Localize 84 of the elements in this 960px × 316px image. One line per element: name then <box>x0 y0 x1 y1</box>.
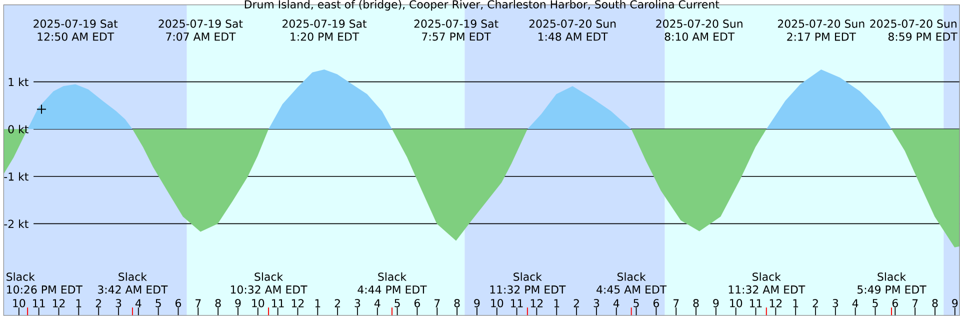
annotation: 1:20 PM EDT <box>290 32 360 41</box>
annotation: 4:45 AM EDT <box>596 286 667 294</box>
x-tick-label: 9 <box>474 299 480 308</box>
annotation: 2025-07-20 Sun <box>529 20 616 28</box>
y-tick-label: -2 kt <box>4 220 28 228</box>
x-tick-label: 2 <box>574 299 579 308</box>
annotation: 2025-07-20 Sun <box>870 20 956 28</box>
x-tick-label: 7 <box>196 299 201 308</box>
x-tick-label: 12 <box>770 299 782 308</box>
x-tick-label: 3 <box>594 299 600 308</box>
x-tick-label: 8 <box>932 299 938 308</box>
x-tick-label: 8 <box>454 299 460 308</box>
x-tick-label: 11 <box>511 299 523 308</box>
x-tick-label: 5 <box>394 299 400 308</box>
annotation: 10:26 PM EDT <box>7 285 82 294</box>
annotation: 7:57 PM EDT <box>422 32 491 41</box>
annotation: 2025-07-19 Sat <box>414 20 498 28</box>
x-tick-label: 11 <box>750 299 762 308</box>
x-tick-label: 3 <box>832 299 838 308</box>
x-tick-label: 1 <box>76 299 82 308</box>
x-tick-label: 12 <box>52 299 65 308</box>
x-tick-label: 8 <box>693 299 699 308</box>
x-tick-label: 6 <box>414 299 420 308</box>
x-tick-label: 6 <box>176 299 182 308</box>
x-tick-label: 1 <box>793 299 798 308</box>
annotation: 2025-07-19 Sat <box>158 20 243 28</box>
annotation: 2025-07-19 Sat <box>34 20 118 28</box>
x-tick-label: 7 <box>674 299 679 308</box>
x-tick-label: 6 <box>653 299 659 308</box>
x-tick-label: 4 <box>135 299 142 308</box>
annotation: Slack <box>254 272 284 281</box>
x-tick-label: 2 <box>334 299 340 308</box>
annotation: 11:32 AM EDT <box>728 285 806 294</box>
annotation: Slack <box>752 272 781 281</box>
annotation: 5:49 PM EDT <box>858 285 926 294</box>
x-tick-label: 3 <box>354 299 360 308</box>
x-tick-label: 9 <box>713 299 719 308</box>
x-tick-label: 10 <box>252 299 264 308</box>
annotation: 1:48 AM EDT <box>538 32 608 41</box>
x-tick-label: 12 <box>530 299 543 308</box>
annotation: Slack <box>378 272 407 281</box>
x-tick-label: 6 <box>892 299 898 308</box>
x-tick-label: 9 <box>235 299 241 308</box>
x-tick-label: 4 <box>374 299 380 308</box>
x-tick-label: 1 <box>554 299 560 308</box>
annotation: Slack <box>878 272 906 281</box>
x-tick-label: 9 <box>952 299 958 308</box>
x-tick-label: 2 <box>96 299 101 308</box>
x-tick-label: 5 <box>872 299 878 308</box>
x-tick-label: 4 <box>852 299 858 308</box>
annotation: Slack <box>617 272 646 281</box>
annotation: 8:10 AM EDT <box>664 32 735 41</box>
annotation: Slack <box>118 272 147 281</box>
annotation: 8:59 PM EDT <box>888 32 958 41</box>
x-tick-label: 4 <box>613 299 620 308</box>
x-tick-label: 10 <box>491 299 504 308</box>
annotation: Slack <box>6 272 35 281</box>
y-tick-label: 1 kt <box>8 78 28 86</box>
annotation: 4:44 PM EDT <box>358 286 427 294</box>
chart-title: Drum Island, east of (bridge), Cooper River, Charleston Harbor, South Carolina Current <box>244 0 720 11</box>
annotation: Slack <box>514 272 542 281</box>
x-tick-label: 12 <box>292 299 304 308</box>
annotation: 2:17 PM EDT <box>787 32 856 41</box>
annotation: 3:42 AM EDT <box>98 285 168 294</box>
x-tick-label: 7 <box>434 299 440 308</box>
annotation: 2025-07-20 Sun <box>778 20 864 28</box>
annotation: 2025-07-20 Sun <box>656 20 742 28</box>
x-tick-label: 11 <box>33 299 45 308</box>
x-tick-label: 5 <box>156 299 161 308</box>
annotation: 2025-07-19 Sat <box>282 20 367 28</box>
annotation: 7:07 AM EDT <box>166 32 236 41</box>
y-tick-label: -1 kt <box>4 172 28 181</box>
x-tick-label: 10 <box>730 299 742 308</box>
x-tick-label: 3 <box>116 299 122 308</box>
annotation: 12:50 AM EDT <box>38 32 114 41</box>
x-tick-label: 1 <box>315 299 320 308</box>
x-tick-label: 8 <box>215 299 221 308</box>
x-tick-label: 7 <box>912 299 918 308</box>
x-tick-label: 11 <box>272 299 284 308</box>
annotation: 11:32 PM EDT <box>490 285 566 294</box>
x-tick-label: 2 <box>812 299 818 308</box>
x-tick-label: 5 <box>634 299 639 308</box>
x-tick-label: 10 <box>13 299 26 308</box>
annotation: 10:32 AM EDT <box>230 285 308 294</box>
